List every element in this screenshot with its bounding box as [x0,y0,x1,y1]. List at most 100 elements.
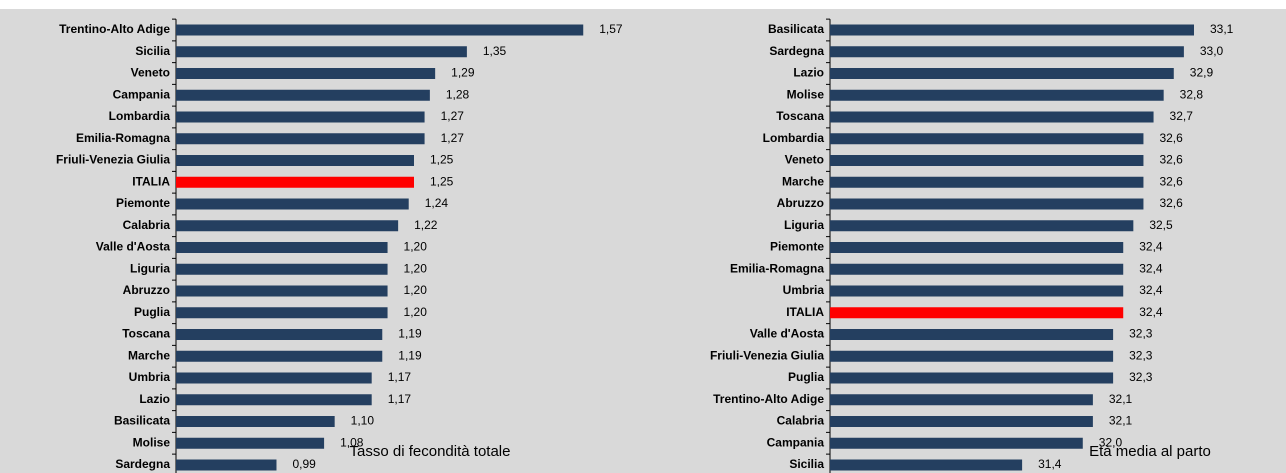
category-label: Liguria [130,261,170,275]
value-label: 1,35 [483,44,507,58]
chart-caption: Tasso di fecondità totale [350,443,511,460]
bar [830,46,1184,58]
category-label: Marche [782,174,824,188]
category-label: Friuli-Venezia Giulia [56,153,170,167]
value-label: 32,3 [1129,348,1153,362]
bar [176,263,388,275]
bar [830,220,1134,232]
bar [830,155,1144,166]
bar [830,89,1164,101]
value-label: 0,99 [292,457,316,471]
bar [176,307,388,319]
category-label: Calabria [777,414,825,428]
value-label: 1,08 [340,435,364,449]
value-label: 1,22 [414,218,438,232]
category-label: Marche [128,348,170,362]
chart-caption: Età media al parto [1089,443,1211,460]
bar [176,133,425,145]
category-label: Puglia [134,305,170,319]
value-label: 1,29 [451,66,475,80]
bar [176,220,399,232]
bar [176,416,335,427]
bar [830,176,1144,188]
value-label: 1,25 [430,174,454,188]
bar [830,242,1124,253]
value-label: 1,20 [404,240,428,254]
bar [830,394,1093,406]
category-label: Abruzzo [123,283,170,297]
bar [176,459,277,471]
value-label: 32,1 [1109,414,1133,428]
value-label: 32,0 [1099,435,1123,449]
category-label: Valle d'Aosta [96,240,171,254]
bar [176,329,383,340]
value-label: 1,24 [425,196,449,210]
value-label: 1,10 [351,414,375,428]
bar [176,46,467,58]
category-label: ITALIA [786,305,824,319]
category-label: Molise [787,87,825,101]
value-label: 32,4 [1139,305,1163,319]
bar [176,350,383,362]
category-label: Calabria [123,218,171,232]
bar [830,307,1124,319]
category-label: Veneto [131,66,170,80]
category-label: Lazio [793,66,824,80]
value-label: 31,4 [1038,457,1062,471]
bar [176,394,372,406]
bar [830,111,1154,123]
category-label: Puglia [788,370,824,384]
value-label: 1,17 [388,392,412,406]
bar [830,24,1194,36]
value-label: 32,8 [1180,87,1204,101]
category-label: Piemonte [770,240,824,254]
value-label: 32,6 [1159,174,1183,188]
value-label: 1,20 [404,261,428,275]
value-label: 33,0 [1200,44,1224,58]
category-label: Lombardia [109,109,171,123]
category-label: Lazio [139,392,170,406]
category-label: Emilia-Romagna [730,261,824,275]
category-label: Toscana [776,109,824,123]
category-label: Friuli-Venezia Giulia [710,348,824,362]
category-label: Sicilia [135,44,170,58]
bar [176,24,584,36]
bar [176,89,430,101]
category-label: Campania [113,87,171,101]
bar [176,176,414,188]
category-label: Trentino-Alto Adige [59,22,170,36]
value-label: 32,1 [1109,392,1133,406]
bar [830,372,1114,384]
bar [176,198,409,210]
bar [830,437,1083,449]
bar [830,459,1023,471]
value-label: 1,20 [404,305,428,319]
value-label: 1,17 [388,370,412,384]
category-label: Molise [133,435,171,449]
bar [830,350,1114,362]
bar [176,437,325,449]
value-label: 32,4 [1139,240,1163,254]
bar [830,416,1093,427]
category-label: Sicilia [789,457,824,471]
category-label: Piemonte [116,196,170,210]
category-label: Campania [767,435,825,449]
category-label: Trentino-Alto Adige [713,392,824,406]
category-label: Valle d'Aosta [750,327,825,341]
bar [830,198,1144,210]
value-label: 1,28 [446,87,470,101]
value-label: 1,19 [398,327,422,341]
category-label: Sardegna [115,457,170,471]
category-label: ITALIA [132,174,170,188]
category-label: Basilicata [768,22,824,36]
bar [830,263,1124,275]
category-label: Veneto [785,153,824,167]
bar [176,285,388,297]
bar [830,285,1124,297]
bar [830,133,1144,145]
value-label: 1,25 [430,153,454,167]
value-label: 32,4 [1139,261,1163,275]
value-label: 32,4 [1139,283,1163,297]
value-label: 32,7 [1170,109,1194,123]
